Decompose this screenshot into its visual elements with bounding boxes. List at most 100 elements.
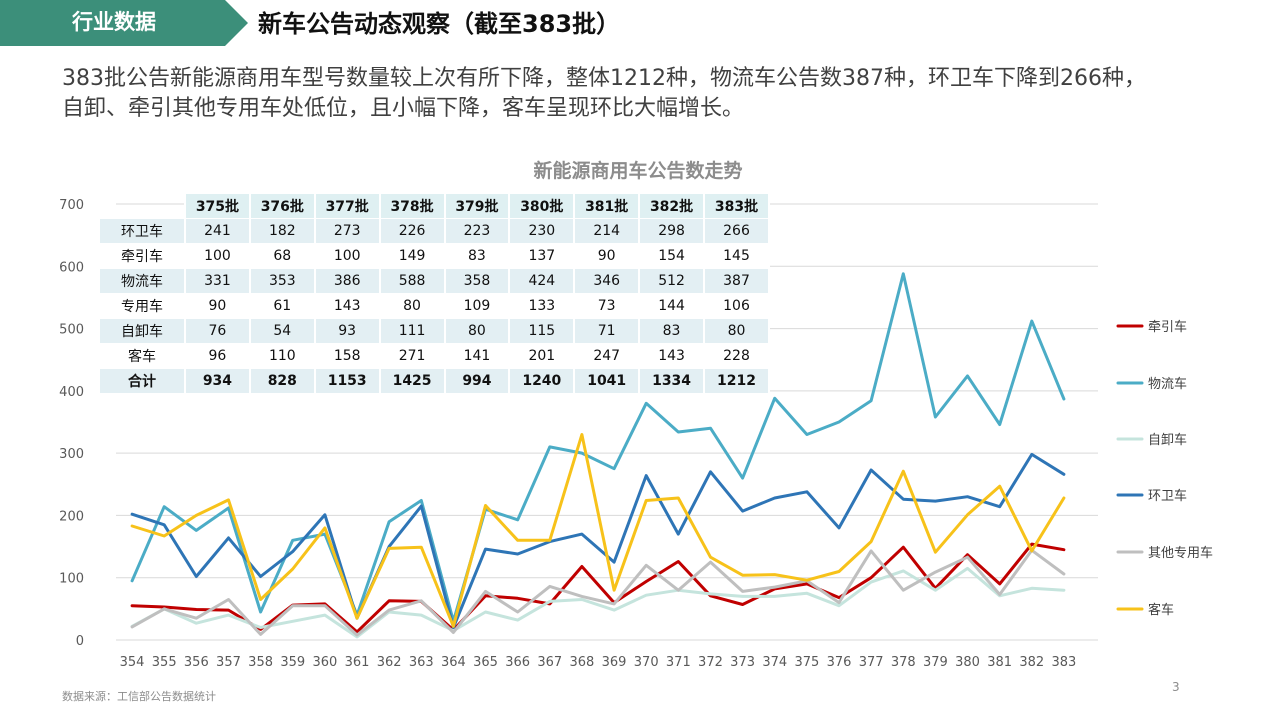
table-cell: 387 bbox=[705, 269, 770, 294]
x-tick-label: 368 bbox=[570, 655, 595, 670]
data-table: 375批 376批 377批 378批 379批 380批 381批 382批 383批 环卫车… bbox=[100, 194, 770, 394]
table-cell: 512 bbox=[640, 269, 705, 294]
y-tick-label: 600 bbox=[59, 260, 84, 275]
series-line-环卫车 bbox=[130, 452, 1066, 629]
summary-text: 383批公告新能源商用车型号数量较上次有所下降，整体1212种，物流车公告数38… bbox=[62, 64, 1242, 124]
table-cell: 80 bbox=[705, 319, 770, 344]
table-cell: 588 bbox=[380, 269, 446, 294]
series-line-自卸车 bbox=[130, 566, 1066, 639]
x-tick-label: 372 bbox=[698, 655, 723, 670]
table-cell: 331 bbox=[186, 269, 251, 294]
table-cell: 226 bbox=[380, 219, 446, 244]
table-row: 物流车 331 353 386 588 358 424 346 512 387 bbox=[100, 269, 770, 294]
table-cell: 90 bbox=[575, 244, 641, 269]
table-cell: 83 bbox=[640, 319, 705, 344]
table-cell: 182 bbox=[250, 219, 316, 244]
table-cell: 111 bbox=[380, 319, 446, 344]
table-cell: 273 bbox=[315, 219, 381, 244]
y-tick-label: 400 bbox=[59, 385, 84, 400]
y-tick-label: 700 bbox=[59, 198, 84, 213]
series-line-其他专用车 bbox=[130, 548, 1066, 637]
y-tick-label: 100 bbox=[59, 572, 84, 587]
table-cell: 106 bbox=[705, 294, 770, 319]
x-tick-label: 381 bbox=[987, 655, 1012, 670]
table-row-label: 合计 bbox=[100, 369, 186, 394]
table-cell: 353 bbox=[250, 269, 316, 294]
legend-label: 自卸车 bbox=[1148, 432, 1187, 448]
table-cell: 358 bbox=[445, 269, 511, 294]
table-cell: 149 bbox=[380, 244, 446, 269]
table-cell: 298 bbox=[640, 219, 705, 244]
table-column-header: 378批 bbox=[380, 194, 446, 219]
x-tick-label: 361 bbox=[345, 655, 370, 670]
section-banner bbox=[0, 0, 248, 46]
table-cell: 934 bbox=[186, 369, 251, 394]
table-cell: 1334 bbox=[640, 369, 705, 394]
table-cell: 994 bbox=[445, 369, 511, 394]
table-cell: 68 bbox=[250, 244, 316, 269]
table-cell: 110 bbox=[250, 344, 316, 369]
table-cell: 201 bbox=[510, 344, 576, 369]
x-tick-label: 370 bbox=[634, 655, 659, 670]
x-tick-label: 373 bbox=[730, 655, 755, 670]
legend-label: 牵引车 bbox=[1148, 319, 1187, 335]
legend-label: 环卫车 bbox=[1148, 488, 1187, 504]
x-tick-label: 354 bbox=[120, 655, 145, 670]
table-cell: 143 bbox=[315, 294, 381, 319]
table-cell: 154 bbox=[640, 244, 705, 269]
x-tick-label: 377 bbox=[859, 655, 884, 670]
table-cell: 80 bbox=[445, 319, 511, 344]
table-cell: 230 bbox=[510, 219, 576, 244]
x-tick-label: 364 bbox=[441, 655, 466, 670]
table-cell: 1240 bbox=[510, 369, 576, 394]
table-cell: 143 bbox=[640, 344, 705, 369]
table-cell: 271 bbox=[380, 344, 446, 369]
table-header-row: 375批 376批 377批 378批 379批 380批 381批 382批 383批 bbox=[100, 194, 770, 219]
x-tick-label: 355 bbox=[152, 655, 177, 670]
table-row-label: 牵引车 bbox=[100, 244, 186, 269]
table-column-header: 379批 bbox=[445, 194, 511, 219]
table-row: 专用车 90 61 143 80 109 133 73 144 106 bbox=[100, 294, 770, 319]
table-row: 牵引车 100 68 100 149 83 137 90 154 145 bbox=[100, 244, 770, 269]
x-tick-label: 378 bbox=[891, 655, 916, 670]
table-cell: 346 bbox=[575, 269, 641, 294]
table-cell: 247 bbox=[575, 344, 641, 369]
table-cell: 144 bbox=[640, 294, 705, 319]
table-cell: 223 bbox=[445, 219, 511, 244]
table-row: 环卫车 241 182 273 226 223 230 214 298 266 bbox=[100, 219, 770, 244]
x-tick-label: 366 bbox=[505, 655, 530, 670]
table-cell: 214 bbox=[575, 219, 641, 244]
table-column-header: 377批 bbox=[315, 194, 381, 219]
x-tick-label: 382 bbox=[1019, 655, 1044, 670]
legend-label: 客车 bbox=[1148, 602, 1174, 618]
table-cell: 54 bbox=[250, 319, 316, 344]
table-cell: 109 bbox=[445, 294, 511, 319]
table-row-label: 客车 bbox=[100, 344, 186, 369]
table-cell: 73 bbox=[575, 294, 641, 319]
x-tick-label: 356 bbox=[184, 655, 209, 670]
x-tick-label: 379 bbox=[923, 655, 948, 670]
table-row: 自卸车 76 54 93 111 80 115 71 83 80 bbox=[100, 319, 770, 344]
table-column-header: 375批 bbox=[186, 194, 251, 219]
table-row: 客车 96 110 158 271 141 201 247 143 228 bbox=[100, 344, 770, 369]
table-column-header: 381批 bbox=[575, 194, 641, 219]
table-cell: 145 bbox=[705, 244, 770, 269]
summary-line-1: 383批公告新能源商用车型号数量较上次有所下降，整体1212种，物流车公告数38… bbox=[62, 66, 1146, 91]
table-row-label: 自卸车 bbox=[100, 319, 186, 344]
series-line-客车 bbox=[130, 433, 1066, 628]
table-cell: 100 bbox=[186, 244, 251, 269]
x-tick-label: 362 bbox=[377, 655, 402, 670]
x-tick-label: 360 bbox=[312, 655, 337, 670]
x-tick-label: 376 bbox=[827, 655, 852, 670]
table-cell: 133 bbox=[510, 294, 576, 319]
x-tick-label: 358 bbox=[248, 655, 273, 670]
page-title: 新车公告动态观察（截至383批） bbox=[258, 10, 621, 38]
table-cell: 61 bbox=[250, 294, 316, 319]
table-cell: 158 bbox=[315, 344, 381, 369]
table-cell: 80 bbox=[380, 294, 446, 319]
table-cell: 228 bbox=[705, 344, 770, 369]
x-tick-label: 365 bbox=[473, 655, 498, 670]
x-tick-label: 375 bbox=[794, 655, 819, 670]
table-total-row: 合计 934 828 1153 1425 994 1240 1041 1334 1212 bbox=[100, 369, 770, 394]
y-tick-label: 0 bbox=[76, 634, 84, 649]
